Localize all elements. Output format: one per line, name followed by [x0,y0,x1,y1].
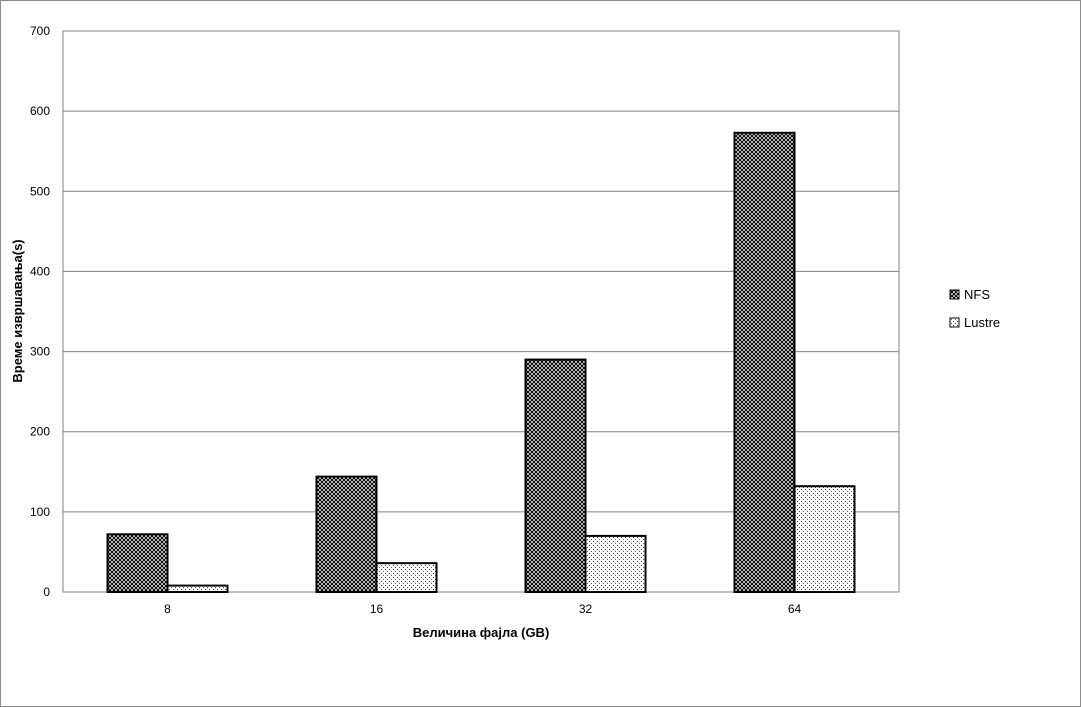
y-tick-label: 200 [30,425,50,439]
bar-lustre-64 [793,485,856,593]
y-axis-title: Време извршавања(s) [10,239,25,382]
x-axis-ticks: 8 16 32 64 [164,602,801,616]
x-tick-label: 64 [788,602,802,616]
bar-lustre-16 [375,562,438,593]
bar-nfs-32 [524,358,587,594]
y-tick-label: 100 [30,505,50,519]
legend-label-nfs: NFS [964,287,990,302]
x-tick-label: 8 [164,602,171,616]
legend: NFS Lustre [949,287,1000,330]
bar-nfs-64 [733,131,796,593]
y-axis-ticks: 0 100 200 300 400 500 600 700 [30,24,50,599]
bar-lustre-8 [166,584,229,593]
legend-swatch-nfs [949,289,960,300]
x-axis-title: Величина фајла (GB) [413,625,550,640]
bar-lustre-32 [584,534,647,594]
x-tick-label: 32 [579,602,593,616]
y-tick-label: 700 [30,24,50,38]
legend-label-lustre: Lustre [964,315,1000,330]
y-tick-label: 400 [30,264,50,278]
y-tick-label: 600 [30,104,50,118]
legend-swatch-lustre [949,317,960,328]
bar-nfs-8 [106,533,169,593]
bars [106,131,856,594]
y-tick-label: 500 [30,184,50,198]
x-tick-label: 16 [370,602,384,616]
bar-nfs-16 [315,475,378,594]
plot-area [62,30,900,593]
y-tick-label: 0 [43,585,50,599]
y-tick-label: 300 [30,345,50,359]
